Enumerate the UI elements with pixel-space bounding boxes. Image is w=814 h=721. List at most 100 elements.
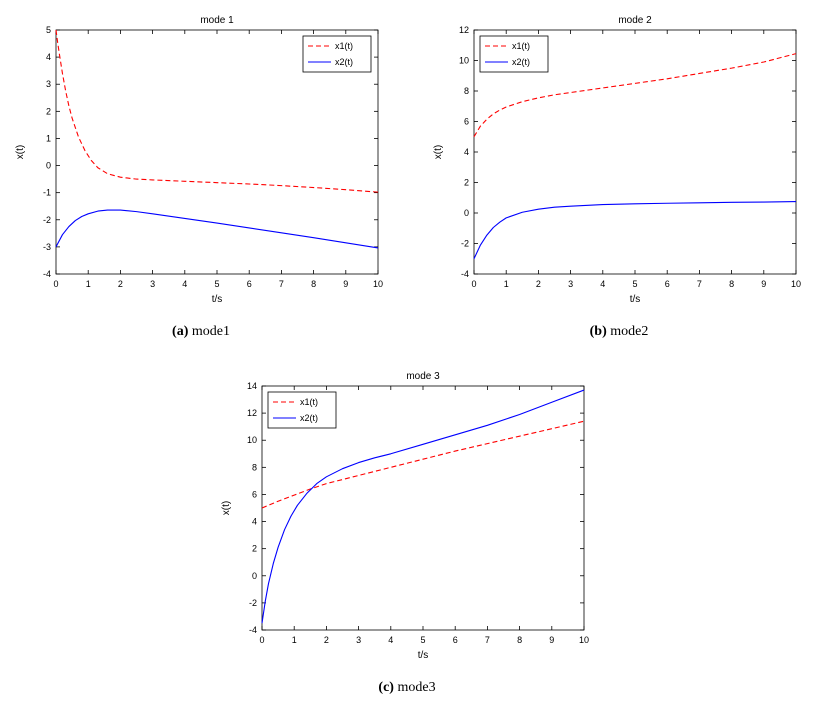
y-axis-label: x(t) — [221, 501, 232, 515]
legend: x1(t) x2(t) — [267, 391, 337, 429]
svg-text:10: 10 — [373, 279, 383, 289]
svg-text:10: 10 — [791, 279, 801, 289]
legend-entry: x1(t) — [512, 41, 530, 51]
svg-text:0: 0 — [252, 571, 257, 581]
y-axis-ticks: -4 -2 0 2 4 6 8 10 12 14 — [247, 381, 584, 635]
svg-text:1: 1 — [292, 635, 297, 645]
svg-text:4: 4 — [252, 517, 257, 527]
svg-text:1: 1 — [46, 133, 51, 143]
legend: x1(t) x2(t) — [302, 35, 372, 73]
svg-text:4: 4 — [464, 147, 469, 157]
series-x1t — [473, 53, 797, 138]
svg-text:2: 2 — [464, 178, 469, 188]
svg-text:2: 2 — [252, 544, 257, 554]
svg-text:0: 0 — [259, 635, 264, 645]
svg-text:1: 1 — [86, 279, 91, 289]
svg-text:0: 0 — [53, 279, 58, 289]
legend-entry: x2(t) — [512, 57, 530, 67]
series-x1t — [55, 29, 379, 193]
svg-text:6: 6 — [252, 489, 257, 499]
svg-text:1: 1 — [504, 279, 509, 289]
legend: x1(t) x2(t) — [479, 35, 549, 73]
svg-text:8: 8 — [517, 635, 522, 645]
svg-text:5: 5 — [420, 635, 425, 645]
svg-text:2: 2 — [324, 635, 329, 645]
svg-text:3: 3 — [356, 635, 361, 645]
chart-title: mode 2 — [618, 15, 652, 26]
svg-text:0: 0 — [471, 279, 476, 289]
chart-c-caption: (c) mode3 — [378, 680, 435, 696]
svg-text:6: 6 — [665, 279, 670, 289]
y-axis-label: x(t) — [433, 145, 444, 159]
svg-text:0: 0 — [464, 208, 469, 218]
caption-text: mode3 — [397, 680, 436, 695]
svg-text:12: 12 — [247, 408, 257, 418]
svg-text:9: 9 — [761, 279, 766, 289]
svg-text:3: 3 — [150, 279, 155, 289]
svg-text:6: 6 — [247, 279, 252, 289]
y-axis-label: x(t) — [15, 145, 26, 159]
svg-text:-2: -2 — [43, 215, 51, 225]
chart-c-figure: 0 1 2 3 4 5 6 7 8 9 10 -4 -2 0 2 4 6 8 10 12 14 mode 3 t/s x(t)… — [218, 366, 596, 696]
x-axis-label: t/s — [418, 650, 429, 661]
svg-text:-2: -2 — [461, 239, 469, 249]
svg-text:4: 4 — [600, 279, 605, 289]
legend-entry: x2(t) — [335, 57, 353, 67]
legend-entry: x1(t) — [335, 41, 353, 51]
legend-entry: x2(t) — [300, 413, 318, 423]
svg-text:2: 2 — [536, 279, 541, 289]
svg-text:-4: -4 — [461, 269, 469, 279]
caption-label: (b) — [589, 324, 607, 339]
svg-text:8: 8 — [311, 279, 316, 289]
svg-text:-4: -4 — [43, 269, 51, 279]
svg-text:4: 4 — [182, 279, 187, 289]
x-axis-ticks: 0 1 2 3 4 5 6 7 8 9 10 — [471, 30, 801, 289]
y-axis-ticks: -4 -2 0 2 4 6 8 10 12 — [459, 25, 796, 279]
series-x2t — [55, 209, 379, 249]
svg-text:7: 7 — [697, 279, 702, 289]
svg-text:-3: -3 — [43, 242, 51, 252]
chart-b-caption: (b) mode2 — [590, 324, 649, 340]
chart-title: mode 3 — [406, 371, 440, 382]
chart-a-caption: (a) mode1 — [172, 324, 230, 340]
svg-text:10: 10 — [247, 435, 257, 445]
svg-text:9: 9 — [343, 279, 348, 289]
legend-entry: x1(t) — [300, 397, 318, 407]
svg-text:6: 6 — [464, 117, 469, 127]
x-axis-ticks: 0 1 2 3 4 5 6 7 8 9 10 — [259, 386, 589, 645]
svg-text:-4: -4 — [249, 625, 257, 635]
svg-text:3: 3 — [46, 79, 51, 89]
svg-text:5: 5 — [632, 279, 637, 289]
svg-text:7: 7 — [279, 279, 284, 289]
series-x2t — [261, 389, 585, 624]
svg-text:2: 2 — [46, 106, 51, 116]
chart-title: mode 1 — [200, 15, 234, 26]
top-row: 0 1 2 3 4 5 6 7 8 9 10 -4 -3 -2 -1 0 1 2 3 4 5 mode 1 t/s x(t) x… — [0, 10, 814, 340]
series-x2t — [473, 201, 797, 259]
bottom-row: 0 1 2 3 4 5 6 7 8 9 10 -4 -2 0 2 4 6 8 10 12 14 mode 3 t/s x(t)… — [218, 366, 596, 696]
svg-text:8: 8 — [464, 86, 469, 96]
svg-text:12: 12 — [459, 25, 469, 35]
svg-text:8: 8 — [729, 279, 734, 289]
svg-text:7: 7 — [485, 635, 490, 645]
caption-label: (a) — [172, 324, 189, 339]
chart-b-figure: 0 1 2 3 4 5 6 7 8 9 10 -4 -2 0 2 4 6 8 10 12 mode 2 t/s x(t) x1… — [430, 10, 808, 340]
svg-text:3: 3 — [568, 279, 573, 289]
x-axis-label: t/s — [212, 294, 223, 305]
x-axis-label: t/s — [630, 294, 641, 305]
svg-text:8: 8 — [252, 462, 257, 472]
series-x1t — [261, 420, 585, 509]
caption-text: mode2 — [610, 324, 649, 339]
svg-text:5: 5 — [214, 279, 219, 289]
x-axis-ticks: 0 1 2 3 4 5 6 7 8 9 10 — [53, 30, 383, 289]
svg-text:0: 0 — [46, 161, 51, 171]
svg-text:2: 2 — [118, 279, 123, 289]
chart-a-plot: 0 1 2 3 4 5 6 7 8 9 10 -4 -3 -2 -1 0 1 2 3 4 5 mode 1 t/s x(t) x… — [15, 15, 383, 305]
svg-text:-1: -1 — [43, 188, 51, 198]
svg-text:4: 4 — [46, 52, 51, 62]
svg-text:4: 4 — [388, 635, 393, 645]
caption-label: (c) — [378, 680, 394, 695]
